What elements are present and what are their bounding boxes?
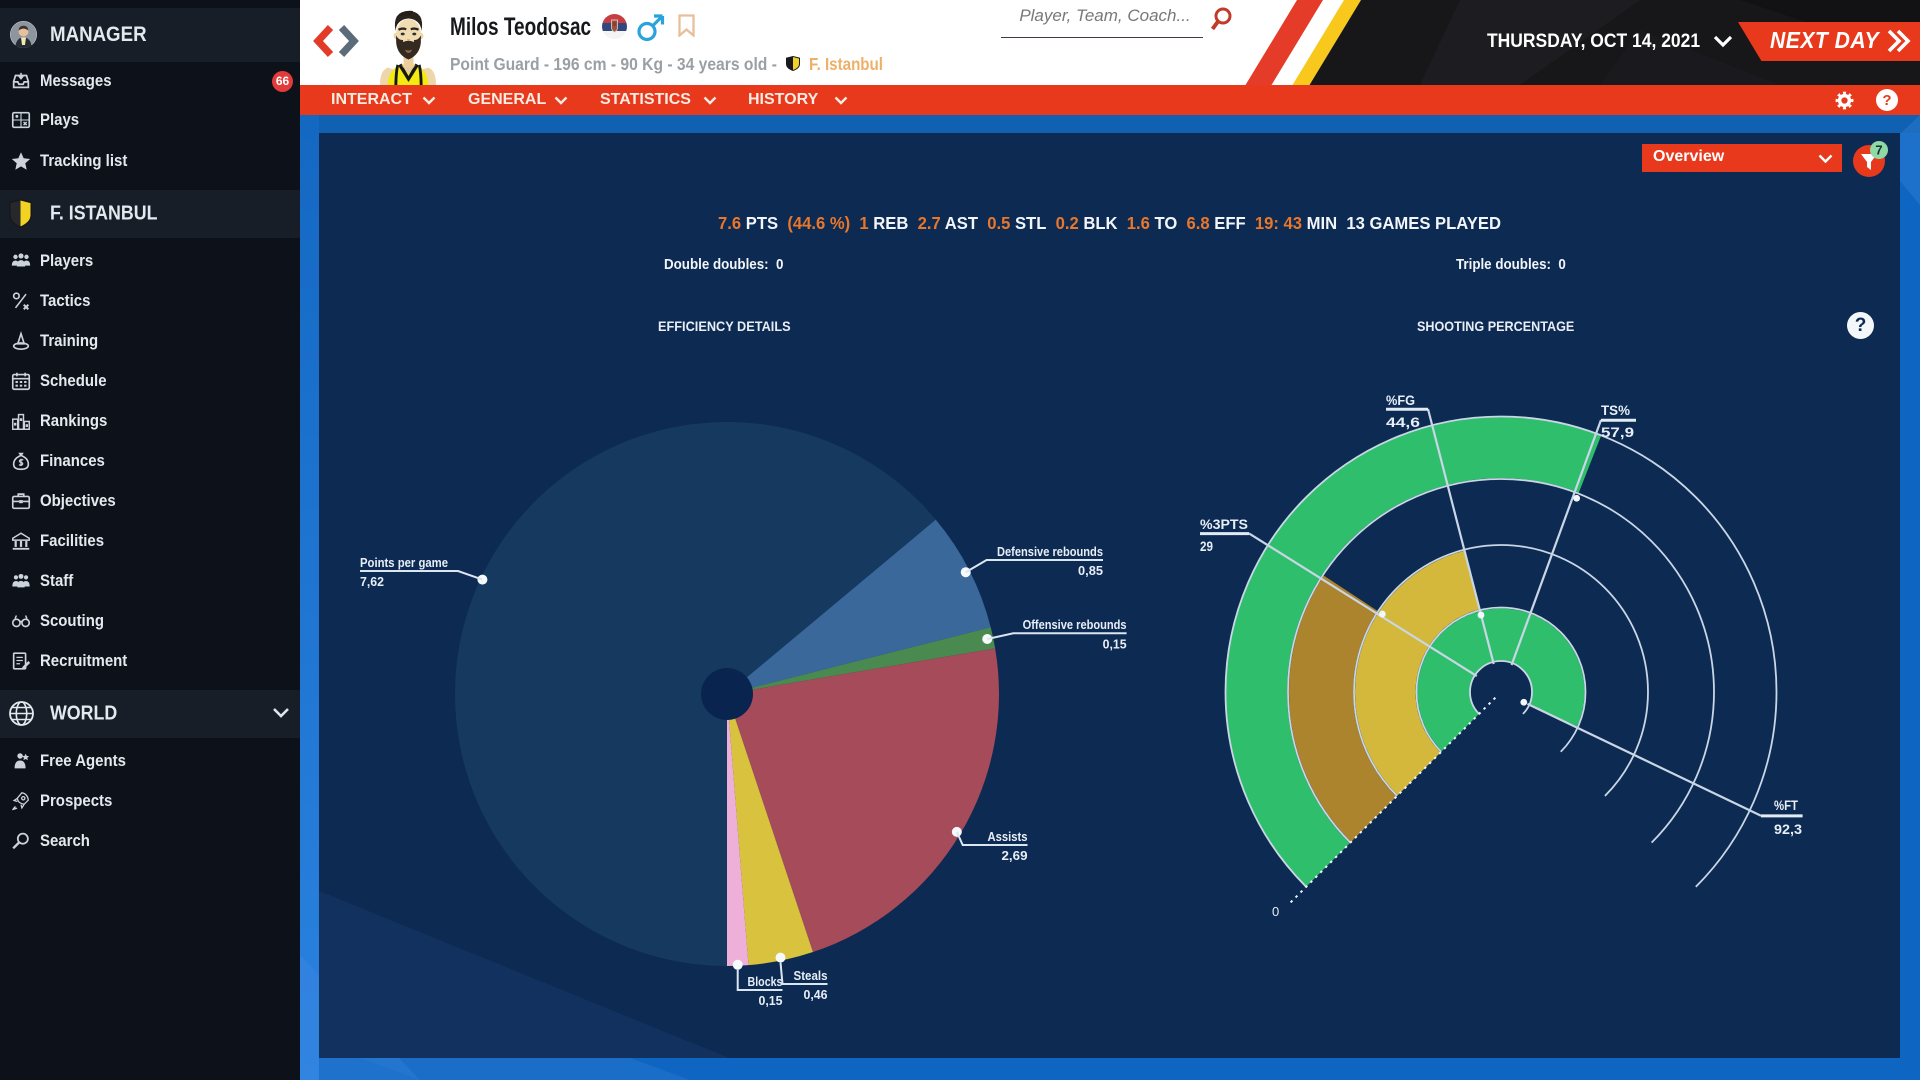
- svg-text:92,3: 92,3: [1774, 822, 1803, 837]
- svg-text:44,6: 44,6: [1386, 415, 1421, 430]
- svg-text:7,62: 7,62: [360, 574, 384, 589]
- svg-text:0: 0: [1272, 904, 1279, 919]
- svg-text:29: 29: [1200, 539, 1213, 554]
- svg-text:0,46: 0,46: [804, 987, 828, 1002]
- svg-text:0,15: 0,15: [759, 993, 783, 1008]
- svg-text:0,15: 0,15: [1103, 636, 1127, 651]
- svg-text:2,69: 2,69: [1002, 848, 1028, 863]
- svg-text:Defensive rebounds: Defensive rebounds: [997, 544, 1103, 559]
- svg-text:%3PTS: %3PTS: [1200, 517, 1248, 532]
- svg-text:7: 7: [1875, 143, 1882, 158]
- svg-text:TS%: TS%: [1601, 403, 1630, 418]
- svg-text:57,9: 57,9: [1601, 425, 1634, 440]
- svg-text:Offensive rebounds: Offensive rebounds: [1023, 617, 1127, 632]
- svg-text:?: ?: [1882, 92, 1891, 109]
- svg-text:Points per game: Points per game: [360, 555, 448, 570]
- svg-text:Assists: Assists: [988, 829, 1028, 844]
- svg-text:%FT: %FT: [1774, 798, 1799, 813]
- svg-text:0,85: 0,85: [1078, 563, 1103, 578]
- svg-text:Steals: Steals: [794, 968, 828, 983]
- svg-text:%FG: %FG: [1386, 393, 1415, 408]
- svg-text:Blocks: Blocks: [748, 974, 783, 989]
